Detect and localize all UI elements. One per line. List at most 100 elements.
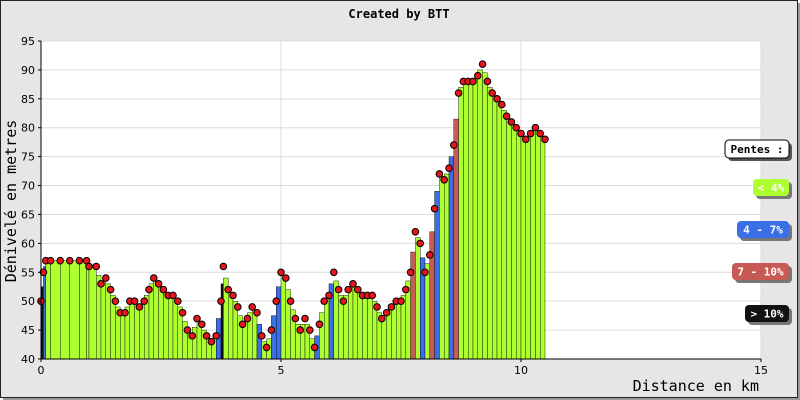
slope-bar xyxy=(482,72,488,360)
slope-bar xyxy=(530,130,536,360)
data-point xyxy=(262,343,271,352)
slope-bar xyxy=(472,78,479,360)
slope-bar xyxy=(434,191,440,360)
legend-entry-label: > 10% xyxy=(750,308,783,321)
slope-bar xyxy=(86,263,90,360)
slope-bar xyxy=(251,309,258,360)
slope-bar xyxy=(348,286,354,360)
slope-bar xyxy=(319,312,325,360)
slope-bar xyxy=(220,283,224,360)
data-point xyxy=(291,314,300,323)
data-point xyxy=(378,314,386,323)
data-point xyxy=(320,297,329,305)
y-tick-label: 75 xyxy=(21,151,35,164)
legend-swatch xyxy=(732,263,789,280)
y-tick-label: 90 xyxy=(21,64,35,77)
data-point xyxy=(315,320,324,329)
legend-swatch xyxy=(737,221,789,238)
data-point xyxy=(450,141,458,149)
data-point xyxy=(85,262,93,271)
data-point xyxy=(488,89,497,97)
data-point xyxy=(296,326,305,334)
slope-bar xyxy=(477,69,483,360)
data-point xyxy=(243,314,252,323)
data-point xyxy=(202,332,211,340)
slope-bar xyxy=(525,136,531,360)
x-tick-label: 10 xyxy=(514,364,528,377)
y-axis-title: Dénivelé en metres xyxy=(2,120,20,283)
data-point xyxy=(368,291,377,300)
slope-bar xyxy=(163,292,169,360)
slope-bar xyxy=(444,173,450,360)
data-point xyxy=(387,303,396,311)
data-point xyxy=(282,274,290,282)
slope-bar xyxy=(540,136,546,360)
data-point xyxy=(402,285,410,294)
slope-bar xyxy=(158,286,164,360)
legend: Pentes : < 4% 4 - 7% 7 - 10% > 10% xyxy=(724,139,792,325)
data-point xyxy=(92,262,100,271)
slope-bar xyxy=(256,324,262,360)
y-tick-label: 45 xyxy=(21,324,35,337)
slope-bar xyxy=(153,280,159,360)
slope-bar xyxy=(520,136,526,360)
y-tick-label: 55 xyxy=(21,266,35,279)
x-tick-label: 0 xyxy=(38,364,45,377)
data-point xyxy=(286,297,295,305)
data-point xyxy=(522,135,530,144)
slope-bar xyxy=(191,327,198,360)
data-point xyxy=(526,129,535,138)
legend-entry-label: 7 - 10% xyxy=(737,266,784,279)
data-point xyxy=(310,343,319,352)
slope-bar xyxy=(506,118,512,360)
slope-bar xyxy=(501,110,507,360)
data-point xyxy=(219,262,228,271)
data-point xyxy=(159,285,168,294)
legend-title: Pentes : xyxy=(731,143,784,156)
slope-bar xyxy=(60,260,71,360)
data-point xyxy=(106,285,115,294)
data-point xyxy=(454,89,463,97)
data-point xyxy=(212,332,220,340)
data-point xyxy=(301,314,309,323)
data-points xyxy=(37,60,549,352)
data-point xyxy=(416,239,425,248)
slope-bar xyxy=(280,274,286,360)
y-tick-label: 50 xyxy=(21,295,35,308)
data-point xyxy=(334,285,343,294)
data-point xyxy=(344,285,353,294)
slope-bar xyxy=(511,124,517,360)
slope-bar xyxy=(148,283,155,360)
data-point xyxy=(248,303,256,311)
data-point xyxy=(445,164,453,172)
y-tick-label: 95 xyxy=(21,35,35,48)
data-point xyxy=(421,268,429,277)
legend-swatch xyxy=(745,305,789,322)
y-tick-label: 40 xyxy=(21,353,35,366)
data-point xyxy=(130,297,139,305)
x-tick-label: 15 xyxy=(754,364,768,377)
data-point xyxy=(97,280,105,288)
slope-bar xyxy=(95,274,102,360)
slope-bar xyxy=(367,295,373,360)
data-point xyxy=(111,297,120,305)
slope-bar xyxy=(100,280,107,360)
slope-bars xyxy=(40,69,546,360)
data-point xyxy=(75,256,84,265)
slope-bar xyxy=(227,292,234,360)
data-point xyxy=(330,268,338,277)
slope-bar xyxy=(139,303,145,360)
slope-bar xyxy=(386,309,392,360)
data-point xyxy=(406,268,415,277)
slope-bar xyxy=(448,156,455,360)
slope-bar xyxy=(129,300,135,360)
data-point xyxy=(234,303,242,311)
data-point xyxy=(188,332,196,340)
slope-bar xyxy=(88,266,97,360)
data-point xyxy=(121,308,129,317)
data-point xyxy=(483,77,492,86)
data-point xyxy=(277,268,285,277)
slope-bar xyxy=(143,295,150,360)
slope-bar xyxy=(516,130,522,360)
